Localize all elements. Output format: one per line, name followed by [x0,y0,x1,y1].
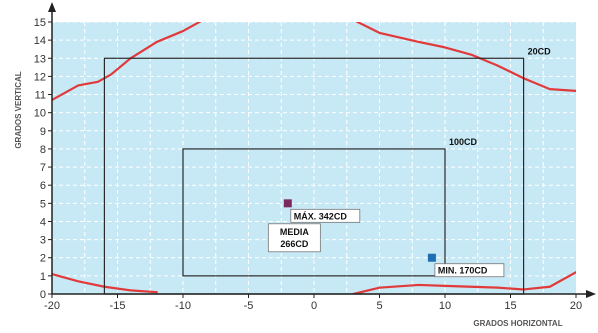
media-label-line: 266CD [280,239,309,249]
x-tick-label: 15 [504,300,516,312]
x-tick-label: -15 [110,300,126,312]
y-tick-label: 6 [40,180,46,192]
y-tick-label: 4 [40,216,46,228]
isocandela-box-100cd [182,148,446,277]
x-tick-label: -10 [175,300,191,312]
y-axis-arrow [48,2,56,12]
y-tick-label: 5 [40,198,46,210]
y-tick-label: 15 [34,17,46,29]
y-tick-label: 10 [34,108,46,120]
y-tick-label: 1 [40,271,46,283]
y-tick-label: 11 [35,90,46,102]
y-tick-label: 8 [40,144,46,156]
media-label-box [267,223,321,253]
y-axis-title: GRADOS VERTICAL [14,71,23,148]
x-axis-title: GRADOS HORIZONTAL [473,319,562,328]
min-label-box [434,263,505,278]
min-label: MIN. 170CD [438,266,488,276]
max-marker [283,199,292,208]
y-tick-label: 12 [34,71,46,83]
box-label-20cd: 20CD [528,46,552,56]
y-tick-label: 2 [40,253,46,265]
x-tick-label: -20 [44,300,60,312]
x-tick-label: 10 [439,300,451,312]
y-tick-label: 7 [40,162,46,174]
max-label: MÁX. 342CD [294,211,348,221]
y-tick-label: 13 [34,53,46,65]
x-tick-label: 20 [570,300,582,312]
box-label-100cd: 100CD [449,137,478,147]
y-tick-label: 14 [34,35,46,47]
contour-line-4 [352,271,576,294]
x-tick-label: 0 [311,300,317,312]
x-axis-arrow [586,290,596,298]
media-label-line: MEDIA [280,227,310,237]
y-tick-label: 9 [40,126,46,138]
y-tick-label: 0 [40,289,46,301]
x-tick-label: -5 [244,300,254,312]
min-marker [427,253,436,262]
max-label-box [290,208,361,223]
contour-line-1 [52,22,202,102]
y-tick-label: 3 [40,235,46,247]
contour-line-2 [355,22,576,93]
x-tick-label: 5 [376,300,382,312]
